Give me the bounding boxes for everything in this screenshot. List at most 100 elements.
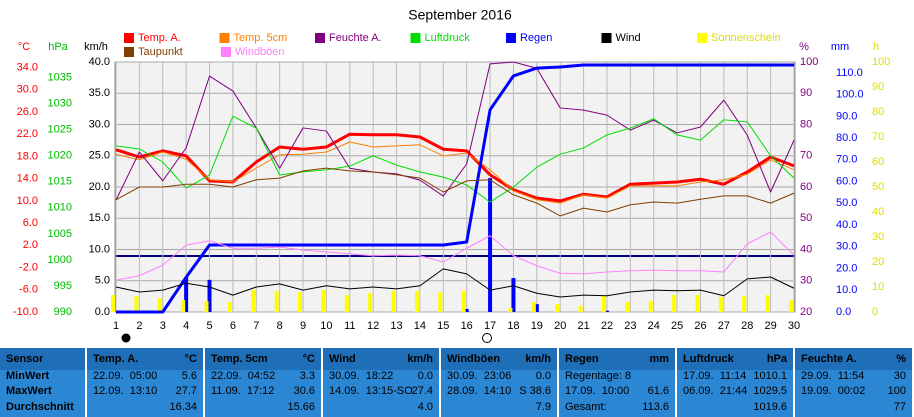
x-tick-label: 29 [764, 320, 776, 332]
axis-title: °C [18, 41, 30, 53]
bar [695, 295, 700, 312]
bar [531, 302, 536, 312]
table-panel: Regen mm Regentage: 8 17.09. 10:00 61.6 Gesam… [559, 348, 675, 417]
x-tick-label: 14 [414, 320, 426, 332]
bar [765, 295, 770, 312]
x-tick-label: 10 [320, 320, 332, 332]
bar [344, 295, 349, 312]
legend-swatch [219, 33, 230, 43]
table-panel: Luftdruck hPa 17.09. 11:14 1010.1 06.09. 21:… [677, 348, 793, 417]
y-tick-label: -6.0 [19, 284, 38, 296]
x-tick-label: 12 [367, 320, 379, 332]
bar [321, 290, 326, 312]
column-unit: % [896, 353, 906, 365]
cell: 28.09. 14:10 [447, 385, 512, 397]
cell: 16.34 [169, 401, 197, 413]
y-tick-label: 1005 [48, 228, 72, 240]
legend-label: Feuchte A. [329, 32, 382, 44]
table-header [87, 348, 203, 370]
y-tick-label: 995 [54, 280, 72, 292]
bar [181, 300, 186, 312]
y-tick-label: 100.0 [836, 89, 864, 101]
y-tick-label: 20.0 [836, 262, 857, 274]
bar [742, 296, 747, 312]
y-tick-label: 990 [54, 306, 72, 318]
bar [414, 291, 419, 312]
y-tick-label: 50 [800, 212, 812, 224]
table-panel: Temp. 5cm °C 22.09. 04:52 3.3 11.09. 17:12 30… [205, 348, 321, 417]
y-tick-label: 2.0 [23, 239, 38, 251]
moon-icon [482, 333, 492, 343]
row-label: Sensor [6, 353, 44, 365]
y-tick-label: 70 [800, 150, 812, 162]
table-header [0, 348, 85, 370]
bar [648, 301, 653, 312]
bar [111, 295, 115, 312]
row-label: Durchschnitt [6, 401, 74, 413]
y-tick-label: 60 [800, 181, 812, 193]
x-tick-label: 17 [484, 320, 496, 332]
y-tick-label: 110.0 [836, 67, 863, 79]
cell: 30.09. 23:06 [447, 370, 512, 382]
column-title: Wind [329, 353, 356, 365]
cell: 27.7 [175, 385, 197, 397]
column-unit: °C [184, 353, 197, 365]
cell: 29.09. 11:54 [801, 370, 865, 382]
y-tick-label: 25.0 [89, 150, 110, 162]
legend-label: Regen [520, 32, 552, 44]
x-tick-label: 22 [601, 320, 613, 332]
axis-title: km/h [84, 41, 108, 53]
y-tick-label: 50 [872, 181, 884, 193]
legend-swatch [221, 47, 231, 57]
y-tick-label: 1010 [48, 202, 72, 214]
column-title: Temp. 5cm [211, 353, 268, 365]
axis-title: mm [831, 41, 849, 53]
y-tick-label: 1000 [48, 254, 72, 266]
y-tick-label: 20 [872, 256, 884, 268]
cell: 1019.6 [753, 401, 787, 413]
y-tick-label: 0.0 [95, 306, 110, 318]
cell: 7.9 [535, 401, 551, 413]
table-panel: Feuchte A.% 29.09. 11:54 30 19.09. 00:02 100… [795, 348, 912, 417]
legend-swatch [410, 33, 421, 43]
column-unit: hPa [766, 353, 787, 365]
x-tick-label: 25 [671, 320, 683, 332]
column-unit: °C [302, 353, 315, 365]
y-tick-label: 26.0 [17, 106, 38, 118]
y-tick-label: 60.0 [836, 175, 857, 187]
table-header [677, 348, 793, 370]
cell: 15.66 [287, 401, 315, 413]
y-tick-label: 30 [800, 275, 812, 287]
legend-swatch [506, 33, 516, 43]
cell: 17.09. 11:14 [683, 370, 747, 382]
x-tick-label: 24 [648, 320, 660, 332]
y-tick-label: 34.0 [17, 61, 38, 73]
y-tick-label: 80 [872, 106, 884, 118]
column-title: Feuchte A. [801, 353, 857, 365]
legend-swatch [124, 33, 134, 43]
y-tick-label: 100 [800, 56, 818, 68]
y-tick-label: 20 [800, 306, 812, 318]
legend-swatch [315, 33, 325, 43]
table-header [205, 348, 321, 370]
bar [625, 302, 630, 312]
x-tick-label: 21 [577, 320, 589, 332]
x-tick-label: 19 [531, 320, 543, 332]
legend-label: Temp. A. [138, 32, 181, 44]
series-line [115, 231, 795, 281]
y-tick-label: 10.0 [836, 284, 857, 296]
y-tick-label: 10 [872, 281, 884, 293]
table-panel: Sensor MinWert MaxWert Durchschnitt [0, 348, 85, 417]
cell: 100 [887, 385, 906, 397]
cell: 77 [893, 401, 906, 413]
x-tick-label: 23 [624, 320, 636, 332]
cell: 30.09. 18:22 [329, 370, 394, 382]
axis-title: % [799, 41, 809, 53]
cell: 0.0 [535, 370, 551, 382]
y-tick-label: 5.0 [95, 275, 110, 287]
y-tick-label: 6.0 [23, 217, 38, 229]
y-tick-label: 30 [872, 231, 884, 243]
column-unit: mm [649, 353, 669, 365]
y-tick-label: 30.0 [89, 118, 110, 130]
